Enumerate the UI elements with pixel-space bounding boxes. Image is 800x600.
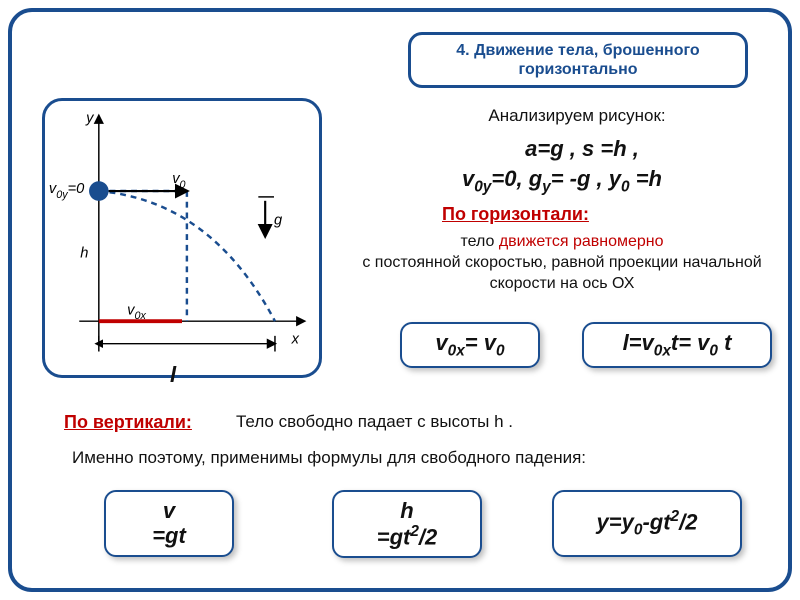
f2bs: 0 (709, 342, 718, 359)
analysis-label: Анализируем рисунок: (412, 106, 742, 126)
f2a: l=v (623, 330, 654, 355)
f2b: t= v (671, 330, 710, 355)
formula-y: y=y0-gt2/2 (552, 490, 742, 557)
f5s: 2 (671, 508, 680, 525)
f1a: v (435, 330, 447, 355)
f2c: t (718, 330, 731, 355)
f5b: -gt (642, 509, 670, 534)
eq2-sub3: 0 (621, 178, 630, 195)
equations-line2: v0y=0, gy= -g , y0 =h (352, 166, 772, 196)
f1as: 0x (448, 342, 465, 359)
y-axis-label: y (85, 111, 95, 127)
slide-frame: 4. Движение тела, брошенного горизонталь… (8, 8, 792, 592)
eq2-b: =0, (491, 166, 522, 191)
x-axis-label: x (291, 332, 300, 348)
f3a: v (163, 498, 175, 523)
ball (89, 181, 109, 201)
title-text: 4. Движение тела, брошенного горизонталь… (456, 42, 699, 78)
title-box: 4. Движение тела, брошенного горизонталь… (408, 32, 748, 88)
f5a: y=y (597, 509, 634, 534)
diagram-svg: y x v0 v0y=0 g h v0x (45, 101, 319, 375)
formula-v0x: v0x= v0 (400, 322, 540, 368)
f1b: = v (465, 330, 496, 355)
diagram-panel: y x v0 v0y=0 g h v0x (42, 98, 322, 378)
formula-h: h=gt2/2 (332, 490, 482, 558)
horiz-prefix: тело (460, 233, 498, 250)
v0-label: v0 (172, 171, 185, 191)
vertical-text2: Именно поэтому, применимы формулы для св… (72, 448, 772, 468)
vertical-text: Тело свободно падает с высоты h . (236, 412, 776, 432)
eq2-sub2: y (542, 178, 551, 195)
formula-l: l=v0xt= v0 t (582, 322, 772, 368)
eq2-sub1: 0y (474, 178, 491, 195)
f4c: /2 (419, 525, 437, 550)
horizontal-text: тело движется равномерно с постоянной ск… (342, 232, 782, 294)
eq2-a: v (462, 166, 474, 191)
f2as: 0x (654, 342, 671, 359)
h-label: h (80, 246, 88, 262)
eq2-d: = -g , y (551, 166, 621, 191)
f4b: =gt (377, 525, 411, 550)
formula-v: v=gt (104, 490, 234, 557)
f5c: /2 (679, 509, 697, 534)
vert-text-span: Тело свободно падает с высоты h . (236, 412, 513, 431)
v0y-label: v0y=0 (49, 181, 85, 201)
f4s: 2 (410, 523, 419, 540)
horiz-rest: с постоянной скоростью, равной проекции … (362, 254, 761, 292)
f3b: =gt (152, 523, 186, 548)
eq1-text: a=g , s =h , (525, 136, 639, 161)
vertical-heading: По вертикали: (64, 412, 192, 433)
horiz-red: движется равномерно (499, 233, 664, 250)
f4a: h (400, 498, 413, 523)
l-label: l (170, 362, 176, 388)
f1bs: 0 (496, 342, 505, 359)
horizontal-heading: По горизонтали: (442, 204, 589, 225)
g-label: g (274, 212, 283, 228)
eq2-e: =h (630, 166, 662, 191)
equations-line1: a=g , s =h , (392, 136, 772, 162)
eq2-c: g (529, 166, 542, 191)
